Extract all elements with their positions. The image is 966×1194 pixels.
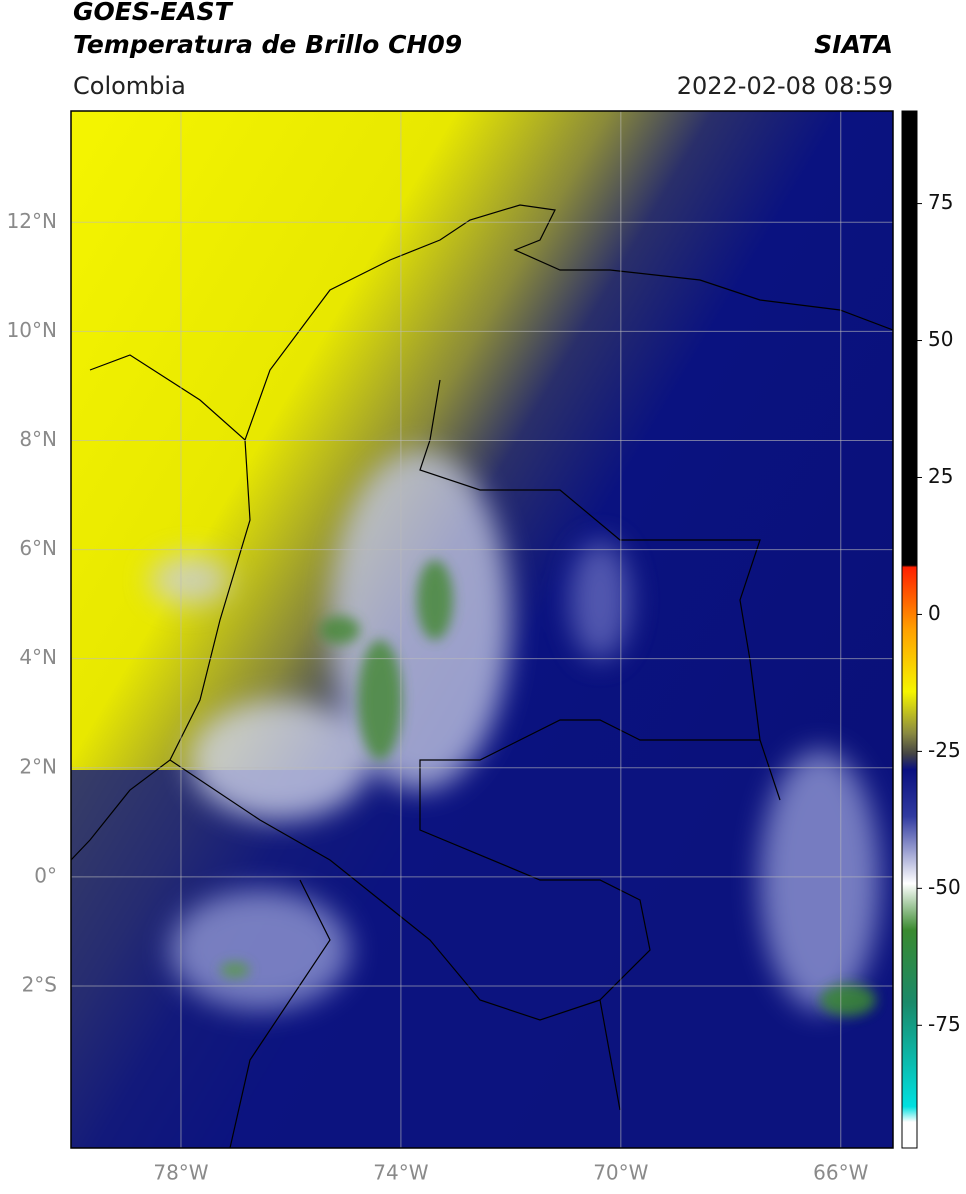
datetime: 2022-02-08 08:59 bbox=[677, 72, 893, 100]
lat-tick-label: 4°N bbox=[19, 645, 57, 669]
lon-tick-label: 66°W bbox=[813, 1161, 868, 1185]
lat-tick-label: 2°S bbox=[22, 972, 57, 996]
subtitle: Temperatura de Brillo CH09 bbox=[73, 30, 462, 59]
lon-tick-label: 78°W bbox=[153, 1161, 208, 1185]
graticule bbox=[71, 111, 893, 1148]
lat-tick-label: 8°N bbox=[19, 427, 57, 451]
colorbar-tick-label: 0 bbox=[928, 601, 941, 625]
colorbar-tick-label: 75 bbox=[928, 190, 953, 214]
source: SIATA bbox=[814, 30, 893, 59]
colorbar-tick-label: -50 bbox=[928, 875, 961, 899]
lat-tick-label: 0° bbox=[34, 863, 57, 887]
satellite-image bbox=[71, 111, 893, 1148]
map-frame bbox=[70, 110, 894, 1149]
colorbar-tick-label: -25 bbox=[928, 738, 961, 762]
colorbar bbox=[901, 110, 918, 1149]
colorbar-tick-label: -75 bbox=[928, 1012, 961, 1036]
title: GOES-EAST bbox=[73, 0, 234, 26]
region: Colombia bbox=[73, 72, 186, 100]
lon-tick-label: 70°W bbox=[593, 1161, 648, 1185]
lon-tick-label: 74°W bbox=[373, 1161, 428, 1185]
lat-tick-label: 12°N bbox=[7, 209, 57, 233]
lat-tick-label: 2°N bbox=[19, 754, 57, 778]
colorbar-tick-label: 50 bbox=[928, 327, 953, 351]
lat-tick-label: 6°N bbox=[19, 536, 57, 560]
lat-tick-label: 10°N bbox=[7, 318, 57, 342]
colorbar-tick-label: 25 bbox=[928, 464, 953, 488]
